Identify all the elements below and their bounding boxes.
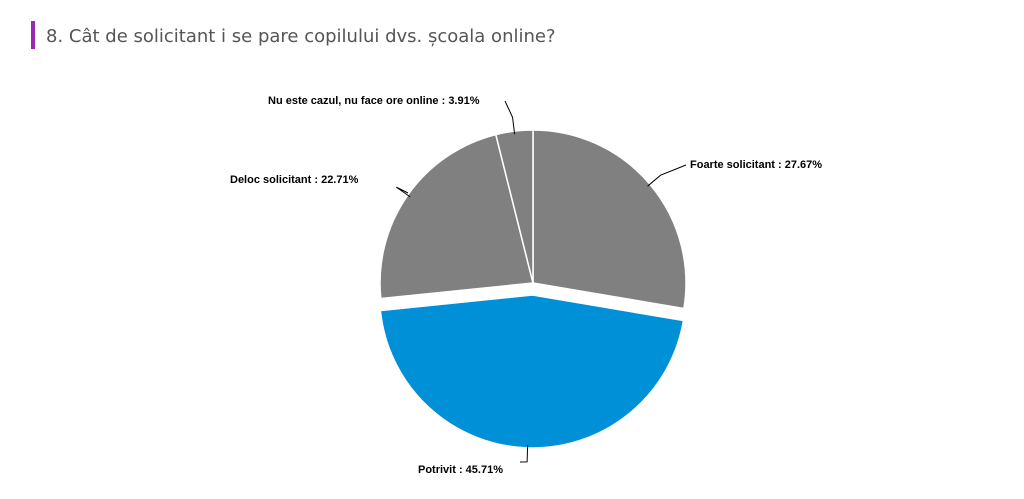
title-accent — [31, 21, 35, 49]
leader-line — [504, 100, 516, 135]
data-label: Foarte solicitant : 27.67% — [690, 159, 822, 171]
leader-line — [647, 164, 687, 187]
data-label: Potrivit : 45.71% — [418, 464, 503, 476]
leader-line — [519, 444, 529, 463]
data-label: Nu este cazul, nu face ore online : 3.91… — [268, 95, 480, 107]
leader-line — [395, 186, 411, 198]
chart-title: 8. Cât de solicitant i se pare copilului… — [46, 26, 556, 47]
data-label: Deloc solicitant : 22.71% — [230, 174, 359, 186]
